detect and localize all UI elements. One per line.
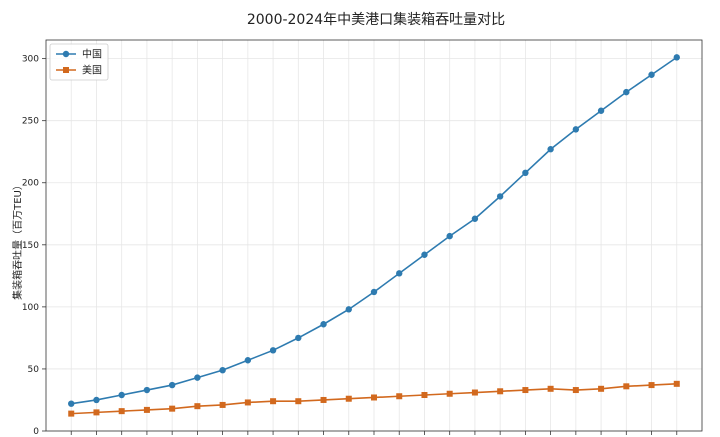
data-point <box>320 396 327 403</box>
data-point <box>219 366 226 374</box>
legend-label: 中国 <box>82 48 102 61</box>
data-point <box>244 399 251 406</box>
y-tick-label: 250 <box>22 117 39 127</box>
y-tick-label: 200 <box>22 179 39 189</box>
y-tick-label: 0 <box>33 427 39 437</box>
data-point <box>295 398 302 405</box>
data-point <box>471 215 479 222</box>
y-tick-label: 100 <box>22 303 39 313</box>
grid <box>46 40 702 432</box>
data-point <box>623 88 630 96</box>
data-point <box>320 321 327 328</box>
y-tick-label: 50 <box>28 365 40 375</box>
data-point <box>572 387 579 394</box>
data-point <box>68 410 75 417</box>
data-point <box>93 396 100 404</box>
y-tick-label: 150 <box>22 241 39 251</box>
data-point <box>371 394 377 401</box>
axes: 0 50 100 150 200 250 300 <box>22 55 678 437</box>
data-point <box>244 357 252 364</box>
data-point <box>269 347 277 354</box>
data-point <box>370 288 378 296</box>
data-point <box>547 385 554 392</box>
legend-marker <box>63 67 69 73</box>
data-point <box>446 232 453 240</box>
data-point <box>68 400 75 407</box>
data-point <box>168 381 176 389</box>
data-point <box>169 405 176 412</box>
y-axis-label: 集装箱吞吐量（百万TEU） <box>11 180 24 300</box>
data-point <box>345 395 352 402</box>
data-point <box>143 406 150 413</box>
data-point <box>597 107 605 114</box>
data-point <box>496 193 504 200</box>
data-point <box>270 398 277 405</box>
legend-marker <box>62 50 70 58</box>
series-layer <box>68 54 680 417</box>
data-point <box>396 270 403 277</box>
y-tick-label: 300 <box>22 55 39 65</box>
data-point <box>673 380 680 387</box>
data-point <box>295 334 302 342</box>
data-point <box>219 401 226 408</box>
data-point <box>446 390 453 397</box>
data-point <box>396 393 403 400</box>
data-point <box>497 388 504 395</box>
data-point <box>648 71 655 78</box>
data-point <box>471 389 478 396</box>
data-point <box>522 169 529 177</box>
data-point <box>547 146 554 153</box>
data-point <box>194 403 201 410</box>
data-point <box>572 126 580 133</box>
data-point <box>421 392 428 399</box>
chart-title: 2000-2024年中美港口集装箱吞吐量对比 <box>247 11 505 28</box>
data-point <box>118 391 125 399</box>
data-point <box>93 409 100 416</box>
data-point <box>673 54 680 61</box>
data-point <box>522 387 529 394</box>
data-point <box>118 408 125 415</box>
data-point <box>143 386 151 394</box>
data-point <box>623 383 630 390</box>
data-point <box>194 374 201 381</box>
legend-label: 美国 <box>82 64 102 77</box>
data-point <box>345 306 352 313</box>
data-point <box>421 251 428 258</box>
data-point <box>648 382 655 389</box>
data-point <box>598 385 605 392</box>
